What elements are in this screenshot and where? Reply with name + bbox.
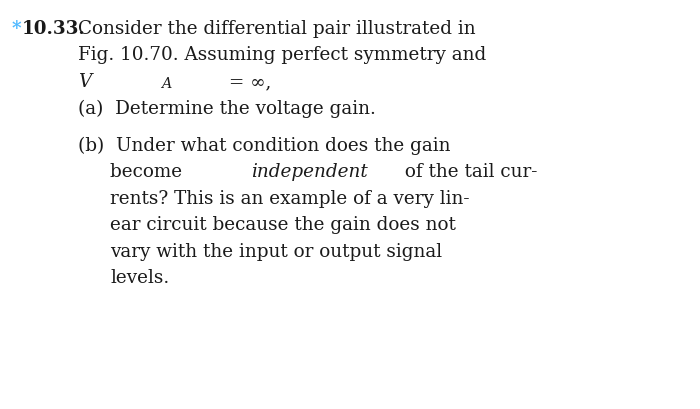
Text: A: A [161, 77, 172, 91]
Text: 10.33.: 10.33. [22, 20, 85, 38]
Text: (a)  Determine the voltage gain.: (a) Determine the voltage gain. [78, 99, 376, 118]
Text: vary with the input or output signal: vary with the input or output signal [110, 243, 442, 261]
Text: independent: independent [251, 163, 368, 181]
Text: Fig. 10.70. Assuming perfect symmetry and: Fig. 10.70. Assuming perfect symmetry an… [78, 47, 486, 65]
Text: V: V [78, 73, 91, 91]
Text: levels.: levels. [110, 269, 169, 287]
Text: = ∞,: = ∞, [223, 73, 271, 91]
Text: rents? This is an example of a very lin-: rents? This is an example of a very lin- [110, 190, 470, 208]
Text: of the tail cur-: of the tail cur- [398, 163, 537, 181]
Text: Consider the differential pair illustrated in: Consider the differential pair illustrat… [78, 20, 475, 38]
Text: become: become [110, 163, 188, 181]
Text: ear circuit because the gain does not: ear circuit because the gain does not [110, 216, 456, 234]
Text: *: * [12, 20, 22, 38]
Text: (b)  Under what condition does the gain: (b) Under what condition does the gain [78, 137, 451, 155]
